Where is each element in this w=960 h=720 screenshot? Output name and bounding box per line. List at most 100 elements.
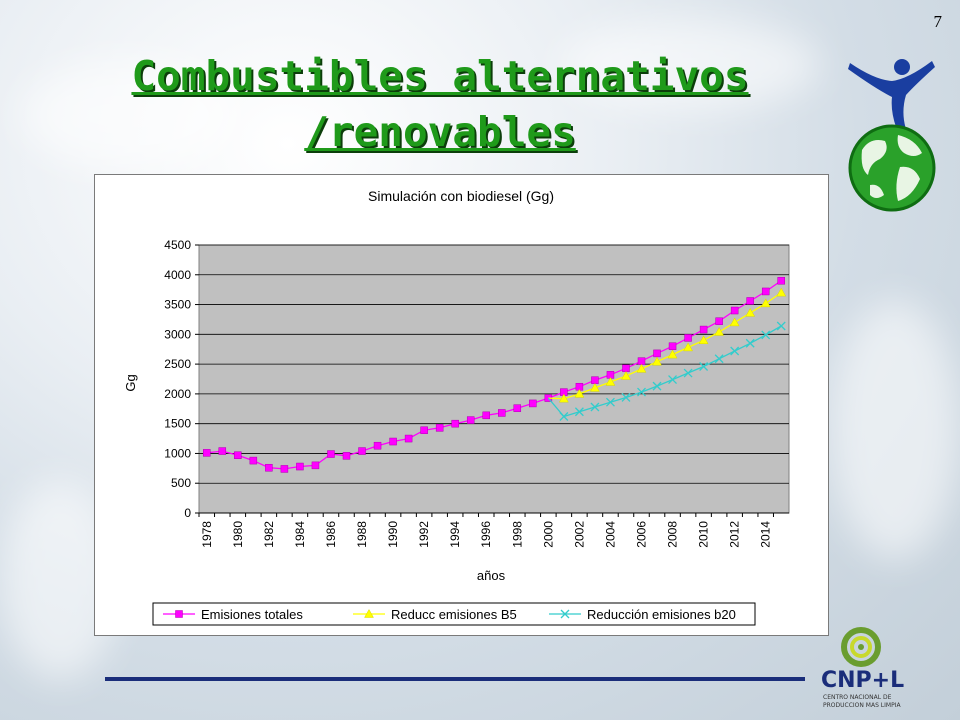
bottom-rule xyxy=(105,677,805,681)
data-point xyxy=(265,463,273,472)
data-point xyxy=(667,349,678,359)
brand-subtitle-2: PRODUCCION MAS LIMPIA xyxy=(823,702,901,709)
data-point xyxy=(605,376,616,386)
data-point xyxy=(622,364,630,373)
swirl-icon xyxy=(841,627,881,667)
data-point xyxy=(683,368,693,378)
data-point xyxy=(777,276,785,285)
data-point xyxy=(234,451,242,459)
data-point xyxy=(636,363,647,373)
series-line xyxy=(547,325,782,418)
x-tick-label: 1990 xyxy=(386,521,400,548)
cnpl-logo: CNP+L CENTRO NACIONAL DE PRODUCCION MAS … xyxy=(821,627,904,709)
data-point xyxy=(621,393,631,402)
data-point xyxy=(668,342,677,350)
data-point xyxy=(591,376,599,384)
background-cloud xyxy=(20,60,240,170)
data-point xyxy=(560,609,570,619)
y-tick-label: 1500 xyxy=(164,417,191,431)
x-tick-label: 2004 xyxy=(603,521,617,548)
data-point xyxy=(776,321,786,331)
plot-area xyxy=(198,244,790,514)
x-tick-label: 1980 xyxy=(231,521,245,548)
x-axis-label: años xyxy=(477,568,506,583)
x-tick-label: 2002 xyxy=(572,521,586,548)
x-tick-label: 2014 xyxy=(759,521,773,548)
data-point xyxy=(451,419,459,428)
brand-subtitle-1: CENTRO NACIONAL DE xyxy=(823,694,892,701)
line-chart: Simulación con biodiesel (Gg) 0 500 1000 15… xyxy=(123,188,790,626)
y-tick-label: 2000 xyxy=(164,387,191,401)
data-point xyxy=(389,437,397,446)
data-point xyxy=(605,397,615,407)
data-point xyxy=(482,411,490,420)
data-point xyxy=(358,447,366,455)
y-tick-label: 4500 xyxy=(164,238,191,252)
person-figure-icon xyxy=(848,59,935,137)
series-line xyxy=(548,292,782,400)
background-cloud xyxy=(560,20,820,110)
data-point xyxy=(342,452,351,460)
data-point xyxy=(529,399,537,408)
x-tick-label: 1982 xyxy=(262,521,276,548)
data-point xyxy=(311,461,320,470)
x-tick-label: 1992 xyxy=(417,521,431,548)
y-tick-label: 3000 xyxy=(164,327,191,341)
data-point xyxy=(699,362,709,371)
x-tick-label: 2000 xyxy=(541,521,555,548)
x-tick-label: 1984 xyxy=(293,521,307,548)
slide-number: 7 xyxy=(933,12,943,31)
data-point xyxy=(513,404,522,412)
chart-legend: Emisiones totales Reducc emisiones B5 Redu… xyxy=(152,602,756,626)
y-tick-label: 500 xyxy=(171,476,191,490)
data-point xyxy=(218,447,227,455)
data-point xyxy=(699,325,708,334)
x-tick-label: 1998 xyxy=(510,521,524,548)
data-point xyxy=(652,381,662,391)
data-point xyxy=(761,330,771,340)
data-point xyxy=(296,462,304,471)
data-point xyxy=(498,409,506,417)
globe-icon xyxy=(848,124,936,212)
data-point xyxy=(761,287,770,296)
y-tick-label: 3500 xyxy=(164,298,191,312)
data-point xyxy=(203,449,211,457)
chart-container: Simulación con biodiesel (Gg) 0 500 1000 15… xyxy=(94,174,829,636)
data-point xyxy=(574,388,585,398)
data-point xyxy=(684,334,692,342)
brand-name: CNP+L xyxy=(821,668,904,693)
background-cloud xyxy=(830,300,960,560)
data-point xyxy=(698,335,709,345)
data-point xyxy=(652,356,662,366)
x-tick-label: 2008 xyxy=(666,521,680,548)
data-point xyxy=(714,354,724,364)
slide-title: Combustibles alternativos /renovables xyxy=(60,48,820,160)
data-point xyxy=(714,326,725,336)
data-point xyxy=(683,342,694,352)
data-point xyxy=(745,338,755,348)
data-point xyxy=(668,375,678,385)
data-point xyxy=(729,317,740,327)
data-point xyxy=(327,450,335,458)
data-point xyxy=(558,393,569,403)
data-point xyxy=(364,608,374,618)
data-point xyxy=(745,307,756,317)
legend-label: Reducción emisiones b20 xyxy=(587,607,736,622)
x-tick-label: 1994 xyxy=(448,521,462,548)
legend-label: Reducc emisiones B5 xyxy=(391,607,517,622)
data-point xyxy=(653,349,661,358)
data-point xyxy=(175,610,183,618)
y-tick-label: 0 xyxy=(184,506,191,520)
data-point xyxy=(589,382,600,392)
x-tick-label: 2012 xyxy=(728,521,742,548)
data-point xyxy=(404,434,413,443)
data-point xyxy=(730,306,739,315)
data-point xyxy=(420,426,428,434)
data-point xyxy=(621,371,631,380)
data-point xyxy=(637,357,646,365)
y-axis-label: Gg xyxy=(123,374,138,391)
data-point xyxy=(746,297,754,305)
data-point xyxy=(559,412,569,421)
data-point xyxy=(373,441,382,450)
title-line-1: Combustibles alternativos xyxy=(131,52,749,100)
